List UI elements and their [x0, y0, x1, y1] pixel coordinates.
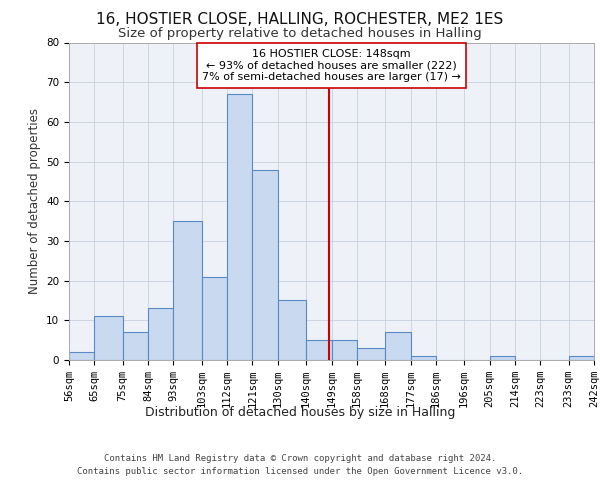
Bar — [173, 221, 202, 360]
Bar — [410, 356, 436, 360]
Bar — [331, 340, 357, 360]
Bar — [202, 276, 227, 360]
Bar — [122, 332, 148, 360]
Bar — [278, 300, 306, 360]
Bar — [490, 356, 515, 360]
Text: 16, HOSTIER CLOSE, HALLING, ROCHESTER, ME2 1ES: 16, HOSTIER CLOSE, HALLING, ROCHESTER, M… — [97, 12, 503, 28]
Bar — [148, 308, 173, 360]
Text: Size of property relative to detached houses in Halling: Size of property relative to detached ho… — [118, 28, 482, 40]
Text: 16 HOSTIER CLOSE: 148sqm
← 93% of detached houses are smaller (222)
7% of semi-d: 16 HOSTIER CLOSE: 148sqm ← 93% of detach… — [202, 49, 461, 82]
Bar — [357, 348, 385, 360]
Bar — [569, 356, 594, 360]
Bar — [227, 94, 253, 360]
Bar — [69, 352, 94, 360]
Bar — [253, 170, 278, 360]
Y-axis label: Number of detached properties: Number of detached properties — [28, 108, 41, 294]
Text: Contains HM Land Registry data © Crown copyright and database right 2024.
Contai: Contains HM Land Registry data © Crown c… — [77, 454, 523, 476]
Bar — [306, 340, 331, 360]
Bar — [94, 316, 122, 360]
Bar — [385, 332, 410, 360]
Text: Distribution of detached houses by size in Halling: Distribution of detached houses by size … — [145, 406, 455, 419]
